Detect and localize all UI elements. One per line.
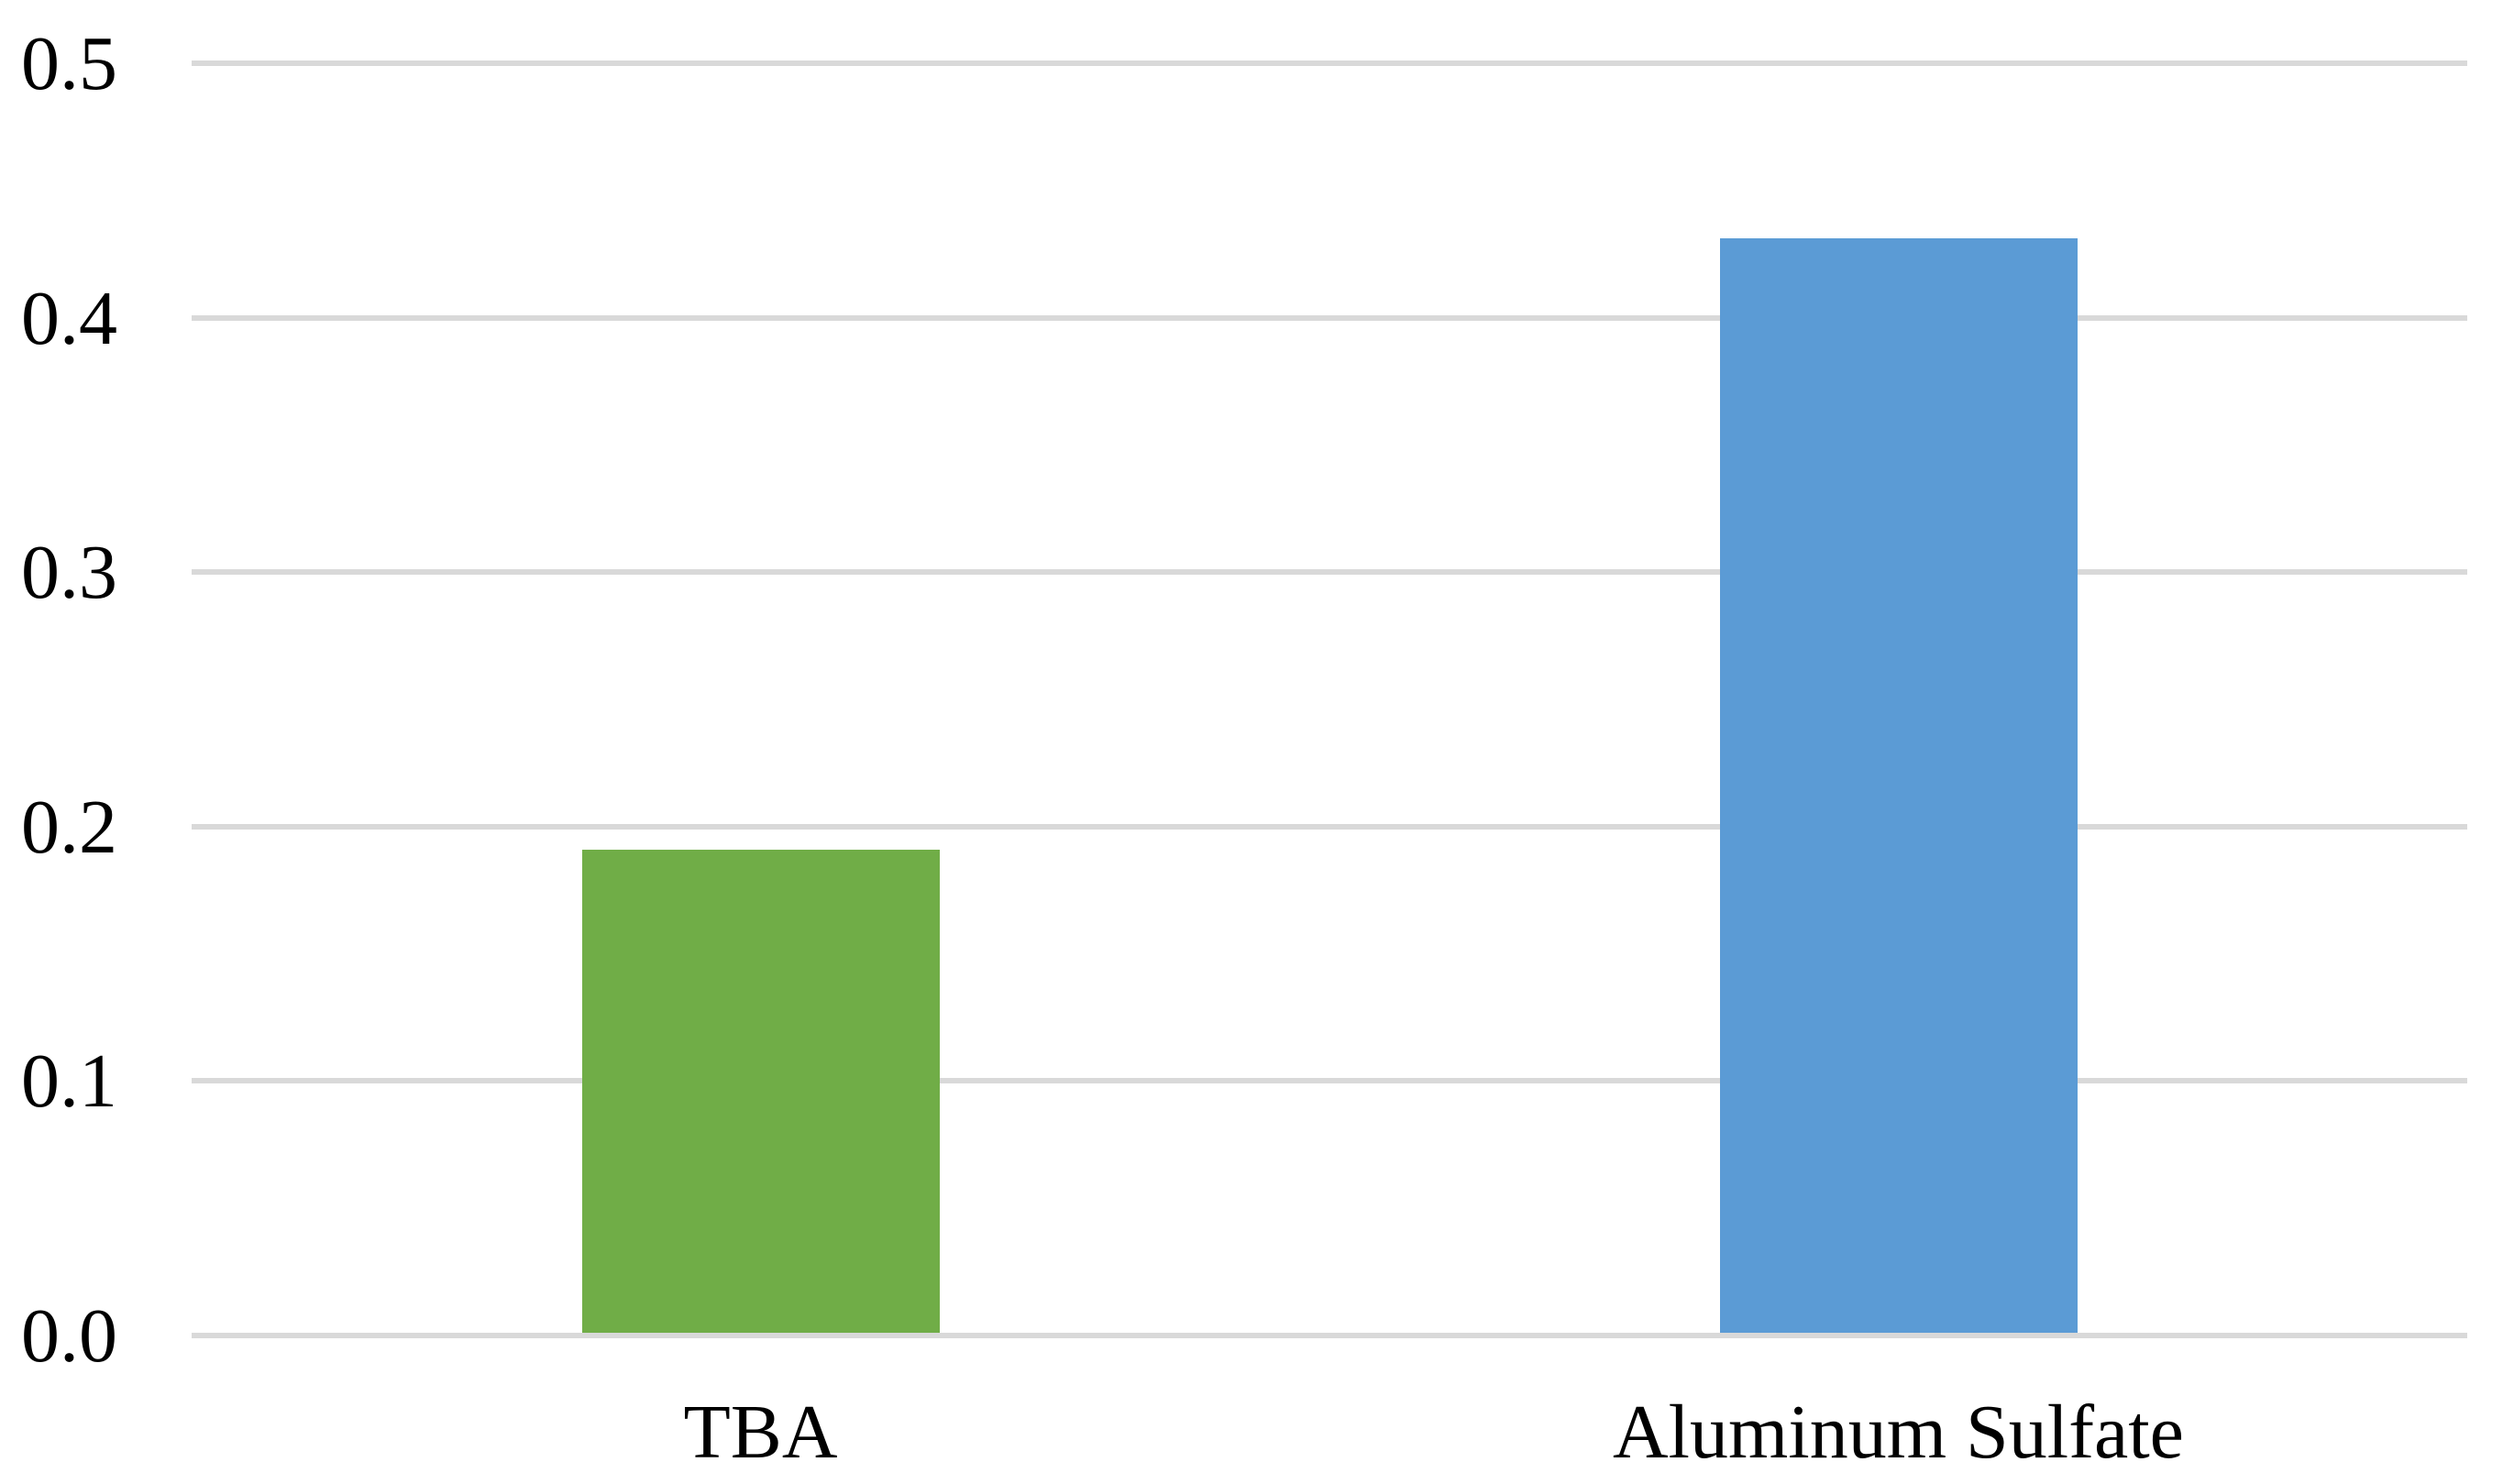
y-axis-tick-label: 0.3	[21, 529, 117, 615]
bar-aluminum-sulfate	[1720, 238, 2078, 1333]
gridline	[192, 60, 2467, 66]
bar-tba	[582, 850, 940, 1333]
y-axis-tick-label: 0.2	[21, 784, 117, 870]
gridline	[192, 1078, 2467, 1083]
y-axis-tick-label: 0.4	[21, 275, 117, 361]
y-axis-tick-label: 0.1	[21, 1038, 117, 1124]
y-axis-tick-label: 0.5	[21, 20, 117, 106]
gridline	[192, 824, 2467, 830]
x-axis-category-label: Aluminum Sulfate	[1613, 1389, 2184, 1475]
gridline	[192, 569, 2467, 575]
gridline	[192, 315, 2467, 321]
y-axis-tick-label: 0.0	[21, 1292, 117, 1379]
gridline	[192, 1333, 2467, 1338]
x-axis-category-label: TBA	[683, 1389, 838, 1475]
